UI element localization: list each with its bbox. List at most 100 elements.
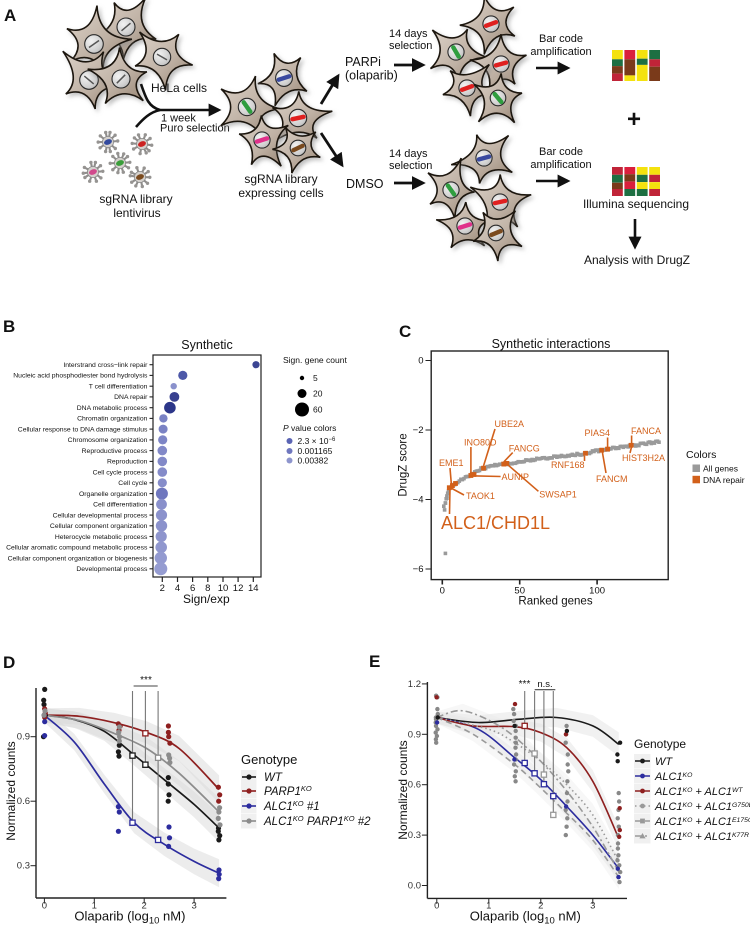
svg-text:Bar code: Bar code	[539, 33, 583, 45]
svg-text:Chromosome organization: Chromosome organization	[68, 437, 148, 444]
svg-text:Developmental process: Developmental process	[76, 566, 148, 573]
svg-text:Colors: Colors	[686, 449, 716, 461]
svg-text:+: +	[627, 106, 641, 133]
svg-text:14 days: 14 days	[389, 148, 428, 160]
svg-text:0: 0	[440, 586, 445, 597]
svg-text:Sign. gene count: Sign. gene count	[283, 355, 347, 365]
svg-text:0: 0	[42, 901, 47, 912]
svg-text:1.2: 1.2	[408, 679, 421, 690]
svg-text:***: ***	[140, 675, 152, 686]
svg-text:TAOK1: TAOK1	[466, 491, 495, 501]
svg-text:ALC1KO + ALC1WT: ALC1KO + ALC1WT	[654, 786, 743, 798]
svg-text:0.6: 0.6	[17, 796, 30, 807]
svg-text:Sign/exp: Sign/exp	[183, 592, 230, 606]
svg-text:FANCG: FANCG	[509, 444, 540, 454]
svg-text:14: 14	[248, 583, 259, 594]
svg-text:4: 4	[175, 583, 180, 594]
svg-text:Normalized counts: Normalized counts	[4, 741, 18, 840]
svg-text:ALC1KO #1: ALC1KO #1	[263, 799, 320, 814]
svg-text:3: 3	[191, 901, 196, 912]
svg-text:2: 2	[160, 583, 165, 594]
svg-text:Nucleic acid phosphodiester bo: Nucleic acid phosphodiester bond hydroly…	[13, 373, 148, 380]
svg-text:sgRNA library: sgRNA library	[244, 172, 317, 186]
svg-text:Organelle organization: Organelle organization	[79, 491, 148, 498]
svg-text:0.9: 0.9	[17, 732, 30, 743]
svg-text:5: 5	[313, 373, 318, 383]
svg-text:HIST3H2A: HIST3H2A	[622, 453, 665, 463]
svg-text:Cellular response to DNA damag: Cellular response to DNA damage stimulus	[18, 426, 148, 433]
svg-text:amplification: amplification	[530, 159, 591, 171]
svg-text:Olaparib (log10 nM): Olaparib (log10 nM)	[74, 909, 185, 927]
svg-text:UBE2A: UBE2A	[495, 419, 525, 429]
svg-text:Reproduction: Reproduction	[107, 459, 148, 466]
svg-text:0.0: 0.0	[408, 881, 421, 892]
svg-text:n.s.: n.s.	[537, 679, 552, 690]
svg-text:Cell differentiation: Cell differentiation	[93, 502, 148, 509]
svg-text:0.3: 0.3	[17, 861, 30, 872]
svg-text:ALC1KO PARP1KO #2: ALC1KO PARP1KO #2	[263, 814, 371, 829]
svg-text:3: 3	[590, 901, 595, 912]
svg-text:Synthetic interactions: Synthetic interactions	[492, 337, 611, 351]
svg-text:Bar code: Bar code	[539, 146, 583, 158]
svg-text:B: B	[3, 317, 15, 336]
svg-text:20: 20	[313, 389, 323, 399]
svg-text:Cellular component organizatio: Cellular component organization or bioge…	[8, 555, 148, 562]
svg-text:RNF168: RNF168	[551, 460, 585, 470]
svg-text:P value colors: P value colors	[283, 423, 336, 433]
svg-text:Interstrand cross−link repair: Interstrand cross−link repair	[63, 362, 148, 369]
svg-text:(olaparib): (olaparib)	[345, 69, 398, 83]
svg-text:Genotype: Genotype	[241, 752, 297, 767]
svg-text:−2: −2	[413, 425, 424, 436]
svg-text:0.001165: 0.001165	[298, 446, 333, 456]
svg-text:−6: −6	[413, 564, 424, 575]
svg-text:DrugZ score: DrugZ score	[398, 433, 410, 496]
svg-text:expressing cells: expressing cells	[238, 186, 323, 200]
svg-text:WT: WT	[264, 772, 283, 784]
svg-text:Olaparib (log10 nM): Olaparib (log10 nM)	[470, 909, 581, 927]
svg-text:Puro selection: Puro selection	[160, 123, 230, 135]
svg-text:60: 60	[313, 405, 323, 415]
svg-text:HeLa cells: HeLa cells	[151, 81, 207, 95]
svg-text:0.00382: 0.00382	[298, 456, 329, 466]
svg-text:DNA repair: DNA repair	[703, 475, 745, 485]
svg-text:C: C	[399, 322, 411, 341]
svg-text:PIAS4: PIAS4	[585, 428, 611, 438]
svg-text:DNA repair: DNA repair	[114, 394, 148, 401]
svg-text:DNA metabolic process: DNA metabolic process	[77, 405, 148, 412]
svg-text:Cell cycle process: Cell cycle process	[93, 469, 148, 476]
svg-text:FANCA: FANCA	[631, 426, 661, 436]
svg-text:***: ***	[519, 679, 531, 690]
svg-text:A: A	[4, 6, 16, 25]
svg-text:All genes: All genes	[703, 464, 738, 474]
svg-text:Chromatin organization: Chromatin organization	[77, 416, 147, 423]
svg-text:Normalized counts: Normalized counts	[396, 740, 410, 839]
svg-text:Illumina sequencing: Illumina sequencing	[583, 197, 689, 211]
svg-text:Cellular aromatic compound met: Cellular aromatic compound metabolic pro…	[6, 545, 148, 552]
svg-text:Analysis with DrugZ: Analysis with DrugZ	[584, 253, 690, 267]
svg-text:FANCM: FANCM	[596, 474, 628, 484]
svg-text:14 days: 14 days	[389, 28, 428, 40]
svg-text:ALC1/CHD1L: ALC1/CHD1L	[441, 513, 550, 533]
svg-text:selection: selection	[389, 160, 432, 172]
svg-text:selection: selection	[389, 40, 432, 52]
svg-text:lentivirus: lentivirus	[113, 206, 160, 220]
svg-text:Cell cycle: Cell cycle	[118, 480, 147, 487]
svg-text:Reproductive process: Reproductive process	[82, 448, 148, 455]
svg-text:Synthetic: Synthetic	[181, 338, 232, 352]
svg-text:SWSAP1: SWSAP1	[539, 490, 577, 500]
svg-text:Heterocycle metabolic process: Heterocycle metabolic process	[55, 534, 148, 541]
svg-text:Ranked genes: Ranked genes	[518, 596, 592, 608]
svg-text:EME1: EME1	[439, 458, 464, 468]
svg-text:sgRNA library: sgRNA library	[99, 192, 172, 206]
svg-text:E: E	[369, 652, 380, 671]
svg-text:amplification: amplification	[530, 46, 591, 58]
svg-text:12: 12	[233, 583, 244, 594]
svg-text:D: D	[3, 653, 15, 672]
svg-text:0.9: 0.9	[408, 729, 421, 740]
svg-text:DMSO: DMSO	[346, 177, 384, 191]
svg-text:WT: WT	[655, 756, 673, 768]
svg-text:0: 0	[418, 356, 423, 367]
svg-text:−4: −4	[413, 495, 424, 506]
svg-text:Cellular component organizatio: Cellular component organization	[50, 523, 148, 530]
svg-text:0: 0	[434, 901, 439, 912]
